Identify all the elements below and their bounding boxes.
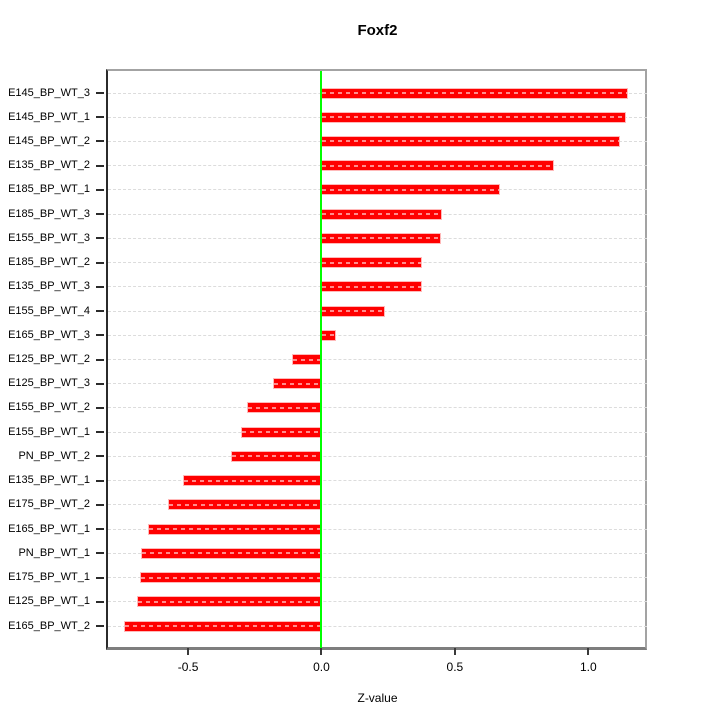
y-tick-mark xyxy=(96,503,104,506)
bar-E135_BP_WT_1 xyxy=(182,475,322,487)
y-tick-label: E165_BP_WT_3 xyxy=(8,328,90,341)
y-tick-mark xyxy=(96,164,104,167)
y-tick-label: E145_BP_WT_1 xyxy=(8,110,90,123)
gridline xyxy=(108,504,647,506)
y-tick-mark xyxy=(96,528,104,531)
bar-E155_BP_WT_1 xyxy=(241,426,322,438)
gridline xyxy=(108,407,647,409)
zero-line xyxy=(320,71,323,648)
bar-E145_BP_WT_2 xyxy=(321,135,621,147)
bar-E135_BP_WT_2 xyxy=(321,160,554,172)
bar-PN_BP_WT_2 xyxy=(230,450,322,462)
y-tick-label: E155_BP_WT_3 xyxy=(8,231,90,244)
x-tick-label: 0.5 xyxy=(446,660,464,674)
y-tick-mark xyxy=(96,455,104,458)
y-tick-mark xyxy=(96,358,104,361)
y-tick-mark xyxy=(96,600,104,603)
bar-E155_BP_WT_2 xyxy=(246,402,322,414)
gridline xyxy=(108,431,647,433)
y-tick-label: E125_BP_WT_3 xyxy=(8,377,90,390)
y-tick-label: E175_BP_WT_1 xyxy=(8,571,90,584)
x-tick-label: 1.0 xyxy=(579,660,597,674)
y-tick-mark xyxy=(96,334,104,337)
y-tick-label: E165_BP_WT_2 xyxy=(8,619,90,632)
bar-E155_BP_WT_3 xyxy=(321,232,441,244)
y-tick-mark xyxy=(96,92,104,94)
bar-E175_BP_WT_2 xyxy=(168,499,322,511)
gridline xyxy=(108,480,647,482)
y-tick-mark xyxy=(96,431,104,434)
bar-E185_BP_WT_1 xyxy=(321,184,501,196)
y-tick-label: E125_BP_WT_1 xyxy=(8,595,90,608)
y-tick-mark xyxy=(96,382,104,385)
x-tick-label: 0.0 xyxy=(313,660,330,674)
y-tick-label: E135_BP_WT_3 xyxy=(8,280,90,293)
y-tick-label: E145_BP_WT_3 xyxy=(8,86,90,99)
y-tick-label: E185_BP_WT_1 xyxy=(8,183,90,196)
y-tick-mark xyxy=(96,552,104,555)
y-tick-mark xyxy=(96,237,104,240)
x-tick-label: -0.5 xyxy=(177,660,199,674)
y-tick-label: E185_BP_WT_2 xyxy=(8,256,90,269)
y-tick-mark xyxy=(96,261,104,264)
y-tick-label: E125_BP_WT_2 xyxy=(8,353,90,365)
y-tick-label: E155_BP_WT_4 xyxy=(8,304,90,317)
y-tick-mark xyxy=(96,188,104,191)
bar-E125_BP_WT_2 xyxy=(292,354,322,365)
gridline xyxy=(108,528,647,530)
y-tick-label: E135_BP_WT_2 xyxy=(8,159,90,172)
bar-E155_BP_WT_4 xyxy=(321,305,386,317)
gridline xyxy=(108,625,647,627)
bar-E185_BP_WT_2 xyxy=(321,257,423,269)
gridline xyxy=(108,577,647,579)
y-tick-mark xyxy=(96,576,104,579)
bar-E175_BP_WT_1 xyxy=(140,572,322,584)
y-tick-label: PN_BP_WT_1 xyxy=(18,546,90,559)
y-tick-label: PN_BP_WT_2 xyxy=(18,449,90,462)
gridline xyxy=(108,455,647,457)
y-tick-label: E155_BP_WT_1 xyxy=(8,425,90,438)
gridline xyxy=(108,359,647,360)
chart-title: Foxf2 xyxy=(357,22,398,39)
y-tick-mark xyxy=(96,285,104,288)
y-tick-mark xyxy=(96,479,104,482)
bar-E165_BP_WT_1 xyxy=(148,523,322,535)
y-tick-label: E145_BP_WT_2 xyxy=(8,134,90,147)
bar-E165_BP_WT_3 xyxy=(321,329,337,341)
bar-E145_BP_WT_1 xyxy=(321,111,626,123)
bar-E125_BP_WT_3 xyxy=(273,378,322,390)
y-tick-label: E185_BP_WT_3 xyxy=(8,207,90,220)
y-tick-mark xyxy=(96,116,104,119)
bar-E135_BP_WT_3 xyxy=(321,281,422,293)
bar-E185_BP_WT_3 xyxy=(321,208,443,220)
y-tick-label: E165_BP_WT_1 xyxy=(8,522,90,535)
x-tick-mark xyxy=(587,648,590,655)
y-tick-label: E155_BP_WT_2 xyxy=(8,401,90,414)
gridline xyxy=(108,334,647,336)
x-tick-mark xyxy=(320,648,323,655)
y-tick-label: E135_BP_WT_1 xyxy=(8,474,90,487)
gridline xyxy=(108,383,647,385)
y-tick-label: E175_BP_WT_2 xyxy=(8,498,90,511)
x-axis-title: Z-value xyxy=(357,691,398,705)
bar-PN_BP_WT_1 xyxy=(141,547,322,559)
y-tick-mark xyxy=(96,406,104,409)
bar-E125_BP_WT_1 xyxy=(137,596,322,608)
bar-E165_BP_WT_2 xyxy=(124,620,322,632)
gridline xyxy=(108,601,647,603)
x-tick-mark xyxy=(187,648,190,655)
y-tick-mark xyxy=(96,213,104,216)
gridline xyxy=(108,552,647,554)
y-tick-mark xyxy=(96,310,104,313)
x-tick-mark xyxy=(453,648,456,655)
y-tick-mark xyxy=(96,140,104,143)
y-tick-mark xyxy=(96,625,104,627)
bar-E145_BP_WT_3 xyxy=(321,87,629,99)
